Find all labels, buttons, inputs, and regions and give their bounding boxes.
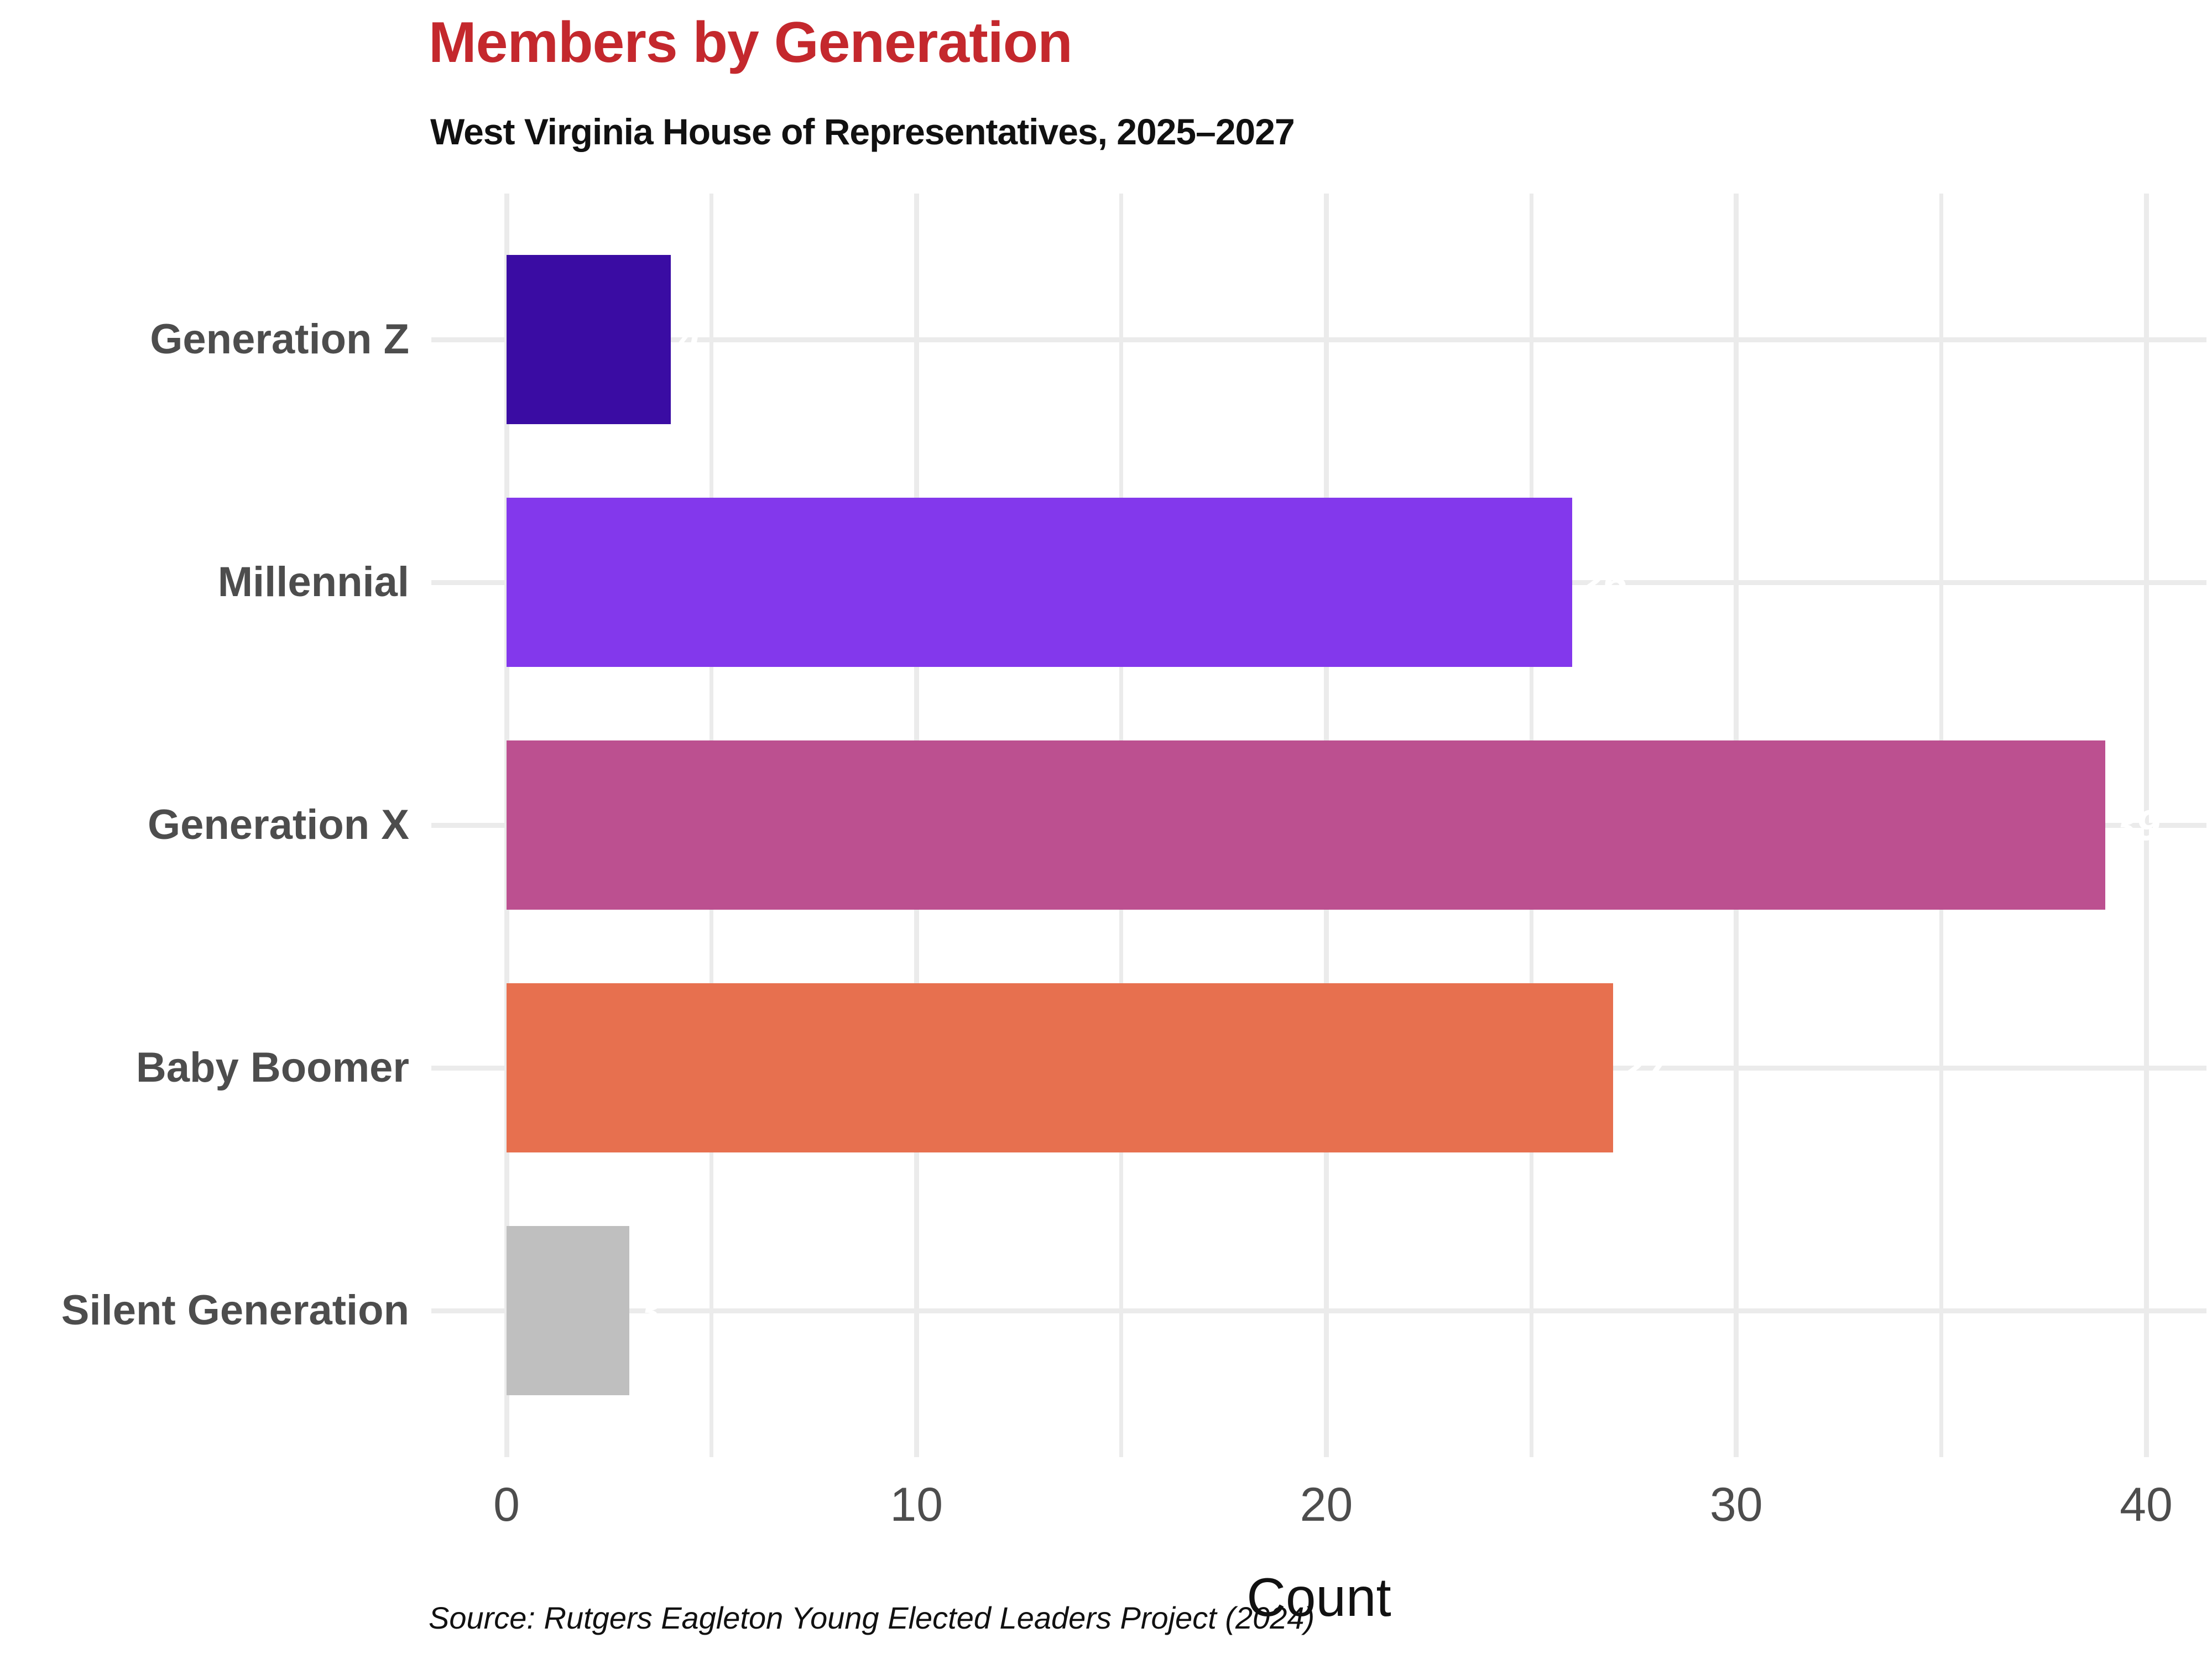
x-tick-label: 0 — [493, 1478, 520, 1531]
h-gridline — [431, 337, 2206, 342]
x-tick-label: 30 — [1709, 1478, 1763, 1531]
category-label: Silent Generation — [61, 1287, 409, 1334]
bar-value-ghost: 39 — [2111, 801, 2160, 849]
bar-value-ghost: 27 — [1620, 1044, 1668, 1092]
category-label: Generation Z — [150, 316, 409, 363]
category-label: Baby Boomer — [135, 1044, 409, 1091]
source-note: Source: Rutgers Eagleton Young Elected L… — [429, 1600, 1315, 1635]
chart-subtitle: West Virginia House of Representatives, … — [430, 111, 1295, 152]
category-label: Generation X — [148, 801, 409, 848]
bar-value-ghost: 3 — [636, 1286, 660, 1335]
x-tick-label: 10 — [890, 1478, 943, 1531]
x-tick-label: 20 — [1300, 1478, 1353, 1531]
bar — [507, 983, 1614, 1152]
v-gridline-major — [2143, 194, 2149, 1457]
bar-value-ghost: 26 — [1579, 558, 1627, 607]
bar-value-ghost: 4 — [677, 315, 701, 364]
chart-title: Members by Generation — [429, 11, 1073, 75]
bar — [507, 1226, 630, 1395]
x-axis-title: Count — [1246, 1567, 1391, 1627]
bar — [507, 255, 671, 424]
bar — [507, 740, 2105, 910]
h-gridline — [431, 1308, 2206, 1313]
category-label: Millennial — [217, 559, 409, 606]
bar — [507, 498, 1573, 667]
x-tick-label: 40 — [2120, 1478, 2173, 1531]
